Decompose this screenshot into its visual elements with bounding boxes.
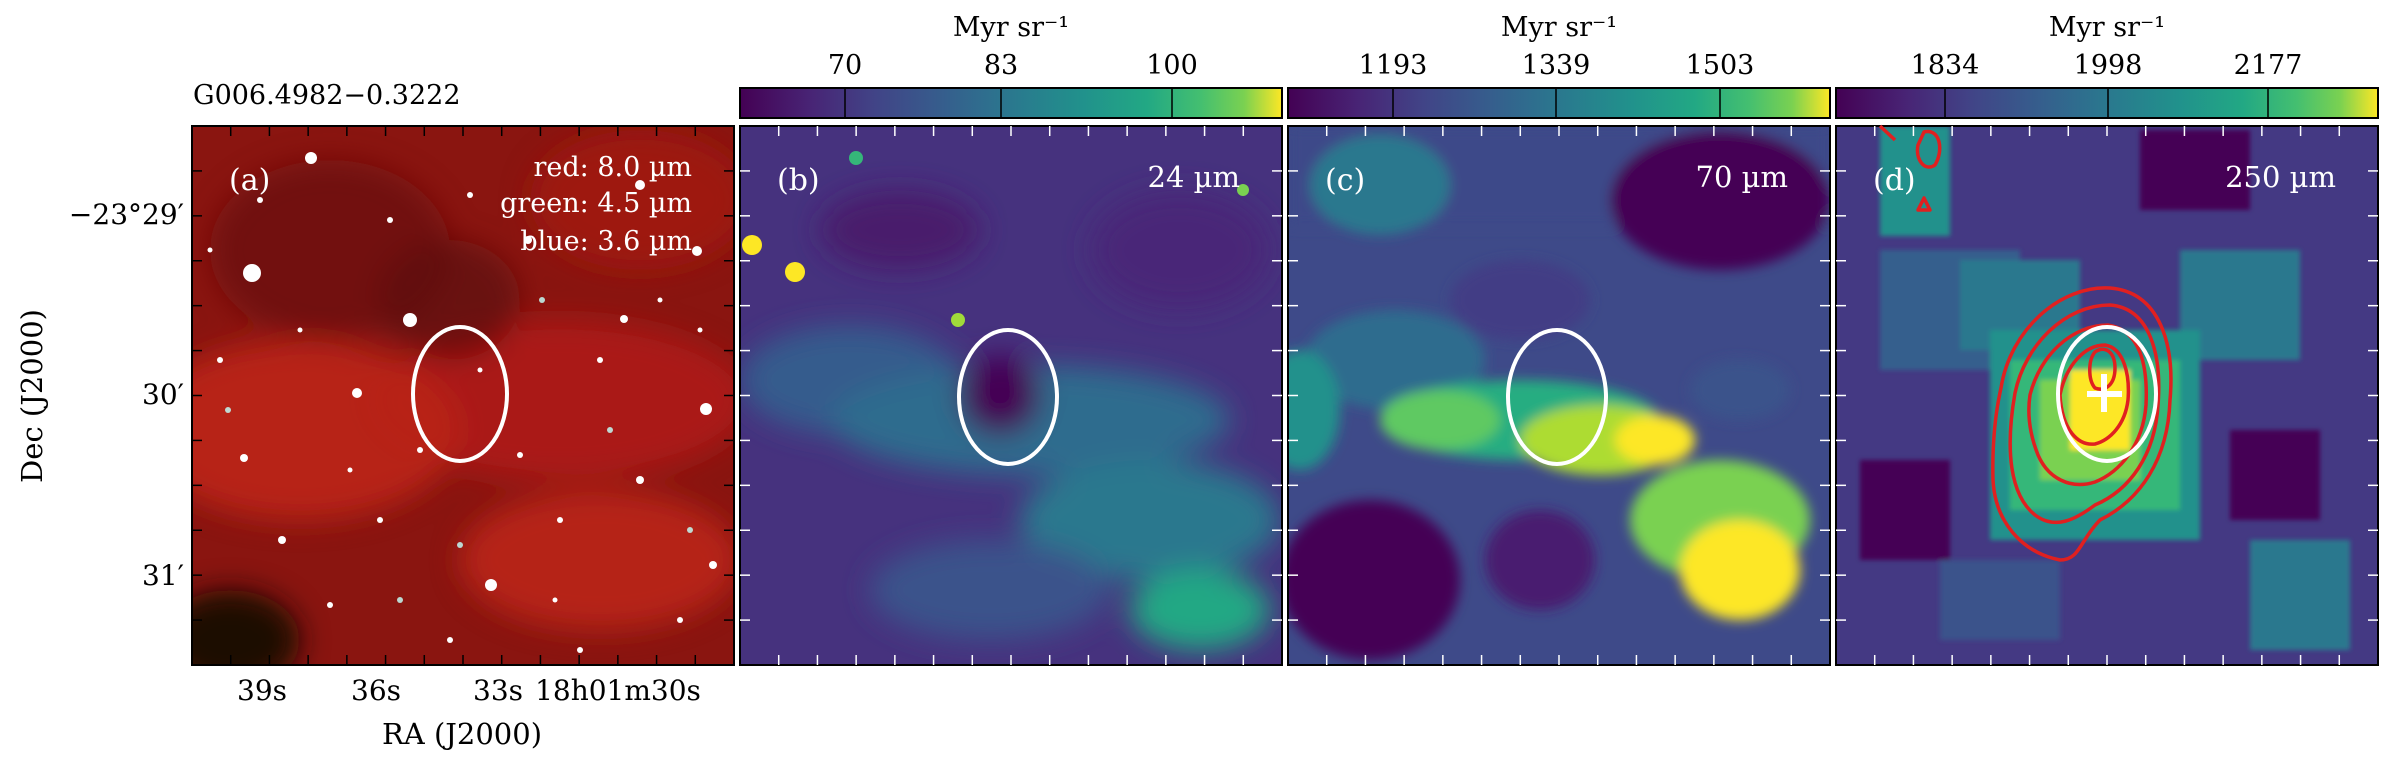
colorbar-b-unit: Myr sr⁻¹	[953, 12, 1069, 43]
colorbar-d-tick-2: 2177	[2234, 50, 2303, 81]
source-marker-cross	[2087, 374, 2122, 412]
ra-tick-label-0: 39s	[237, 674, 287, 707]
dec-tick-label-0: −23°29′	[69, 198, 184, 231]
panel-a: (a) red: 8.0 µm green: 4.5 µm blue: 3.6 …	[191, 125, 735, 666]
panel-d: (d) 250 µm	[1835, 124, 2379, 666]
colorbar-c-tick-2: 1503	[1686, 50, 1755, 81]
dec-tick-label-2: 31′	[142, 559, 184, 592]
colorbar-c-tick-1: 1339	[1522, 50, 1591, 81]
dec-axis-label: Dec (J2000)	[15, 309, 49, 483]
source-name: G006.4982−0.3222	[193, 80, 461, 111]
panel-b-letter: (b)	[777, 163, 820, 198]
point-sources-b	[742, 151, 1249, 327]
panel-b-band: 24 µm	[1148, 160, 1240, 194]
colorbar-c-unit: Myr sr⁻¹	[1501, 12, 1617, 43]
panel-a-letter: (a)	[229, 163, 270, 198]
panel-d-letter: (d)	[1873, 163, 1916, 198]
axis-ticks	[192, 126, 2378, 665]
panel-a-legend-red: red: 8.0 µm	[533, 152, 692, 183]
colorbar-d: Myr sr⁻¹ 1834 1998 2177	[1835, 12, 2379, 119]
ra-tick-label-3: 18h01m30s	[535, 674, 701, 707]
ra-tick-label-1: 36s	[351, 674, 401, 707]
colorbar-d-unit: Myr sr⁻¹	[2049, 12, 2165, 43]
dec-tick-label-1: 30′	[142, 378, 184, 411]
panel-c: (c) 70 µm	[1287, 125, 1831, 666]
colorbar-c-tick-0: 1193	[1359, 50, 1428, 81]
panel-b: (b) 24 µm	[739, 125, 1283, 666]
star-field	[207, 152, 717, 653]
colorbar-d-tick-1: 1998	[2074, 50, 2143, 81]
colorbar-d-tick-0: 1834	[1911, 50, 1980, 81]
colorbar-c: Myr sr⁻¹ 1193 1339 1503	[1287, 12, 1831, 119]
colorbar-b-tick-2: 100	[1146, 50, 1198, 81]
colorbar-b: Myr sr⁻¹ 70 83 100	[739, 12, 1283, 119]
panel-c-image	[1288, 126, 1830, 665]
aperture-ellipse-a	[411, 325, 509, 463]
panel-d-band: 250 µm	[2225, 160, 2336, 194]
panel-a-image	[192, 126, 734, 665]
panel-b-image	[740, 126, 1282, 665]
colorbar-b-tick-0: 70	[828, 50, 862, 81]
panel-a-legend-blue: blue: 3.6 µm	[520, 226, 692, 257]
panel-c-band: 70 µm	[1696, 160, 1788, 194]
aperture-ellipse-d	[2056, 325, 2158, 463]
panel-c-letter: (c)	[1325, 163, 1365, 198]
ra-tick-label-2: 33s	[473, 674, 523, 707]
colorbar-b-tick-1: 83	[984, 50, 1018, 81]
panel-a-legend-green: green: 4.5 µm	[500, 188, 692, 219]
contours-d	[1878, 124, 2173, 562]
ra-axis-label: RA (J2000)	[382, 717, 542, 751]
aperture-ellipse-c	[1506, 328, 1608, 466]
aperture-ellipse-b	[957, 328, 1059, 466]
